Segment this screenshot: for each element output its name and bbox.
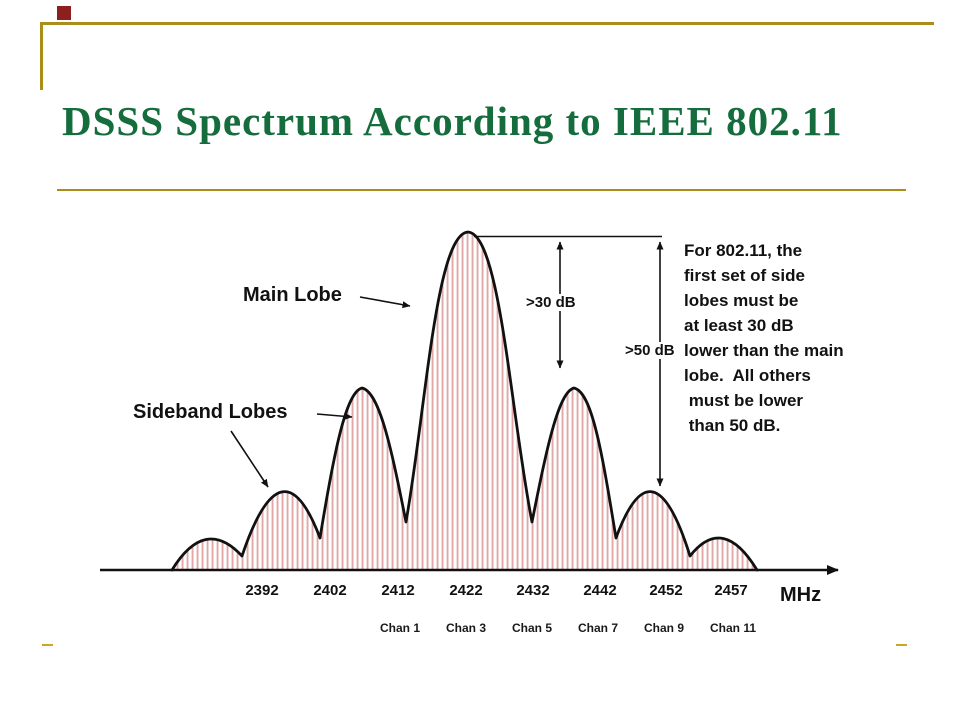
freq-tick-2402: 2402 — [313, 582, 347, 599]
channel-label-1: Chan 1 — [379, 621, 420, 635]
channel-label-3: Chan 3 — [445, 621, 486, 635]
rule-annotation-line: lobe. All others — [684, 366, 811, 385]
rule-annotation-line: must be lower — [684, 391, 804, 410]
rule-annotation-line: at least 30 dB — [684, 316, 794, 335]
left-border-line — [40, 22, 43, 90]
main-lobe-pointer-arrow — [359, 296, 411, 309]
spectrum-envelope-curve — [170, 230, 759, 572]
delta-50db-label: >50 dB — [623, 342, 677, 359]
title-underline — [57, 189, 906, 191]
channel-label-9: Chan 9 — [643, 621, 684, 635]
freq-tick-2452: 2452 — [649, 582, 683, 599]
rule-annotation-line: For 802.11, the — [684, 241, 803, 260]
freq-tick-2392: 2392 — [245, 582, 279, 599]
sideband-lobes-pointer-arrow-down — [230, 430, 269, 488]
rule-annotation-line: first set of side — [684, 266, 805, 285]
channel-label-7: Chan 7 — [577, 621, 618, 635]
freq-tick-2412: 2412 — [381, 582, 415, 599]
footer-dash-left — [42, 644, 53, 646]
freq-tick-2432: 2432 — [516, 582, 550, 599]
rule-annotation-text: For 802.11, the first set of side lobes … — [684, 238, 879, 438]
slide-title: DSSS Spectrum According to IEEE 802.11 — [62, 98, 843, 144]
main-lobe-label: Main Lobe — [243, 284, 342, 306]
sideband-lobes-label: Sideband Lobes — [133, 401, 288, 423]
sideband-lobes-pointer-arrow-right — [316, 412, 353, 420]
footer-dash-right — [896, 644, 907, 646]
axis-unit-label: MHz — [780, 584, 822, 606]
freq-tick-2442: 2442 — [583, 582, 617, 599]
freq-tick-2457: 2457 — [714, 582, 748, 599]
freq-tick-2422: 2422 — [449, 582, 483, 599]
top-border-line — [40, 22, 934, 25]
rule-annotation-line: lobes must be — [684, 291, 799, 310]
channel-label-11: Chan 11 — [709, 621, 757, 635]
corner-square-decoration — [57, 6, 71, 20]
rule-annotation-line: lower than the main — [684, 341, 844, 360]
delta-30db-label: >30 dB — [524, 294, 578, 311]
channel-label-5: Chan 5 — [511, 621, 552, 635]
rule-annotation-line: than 50 dB. — [684, 416, 781, 435]
